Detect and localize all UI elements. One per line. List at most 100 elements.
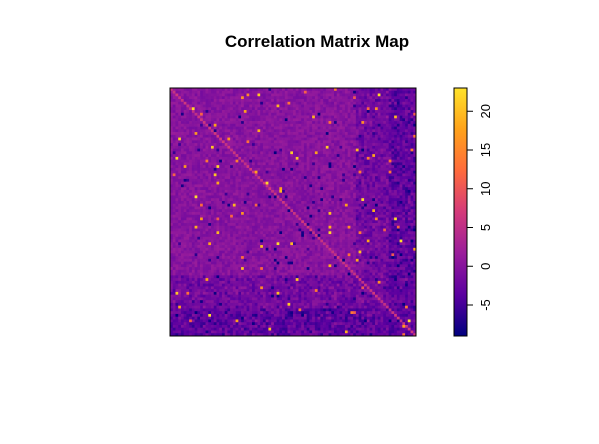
heatmap-cell [388, 104, 392, 108]
heatmap-cell [339, 107, 343, 111]
heatmap-cell [344, 132, 349, 136]
heatmap-cell [391, 159, 395, 163]
heatmap-cell [355, 187, 359, 191]
heatmap-cell [339, 137, 343, 141]
heatmap-cell [186, 134, 190, 138]
heatmap-cell [249, 176, 253, 180]
heatmap-cell [221, 220, 226, 224]
heatmap-cell [287, 239, 291, 243]
heatmap-cell [377, 178, 381, 183]
heatmap-cell [293, 209, 297, 213]
heatmap-cell [268, 154, 272, 158]
heatmap-cell [221, 99, 226, 103]
heatmap-cell [241, 132, 245, 136]
heatmap-cell [342, 184, 346, 188]
heatmap-cell [282, 132, 286, 136]
heatmap-cell [273, 90, 277, 94]
heatmap-cell [290, 231, 294, 235]
heatmap-cell [383, 187, 387, 191]
heatmap-cell [353, 231, 357, 235]
heatmap-cell [413, 165, 417, 169]
heatmap-cell [336, 223, 340, 227]
heatmap-cell [309, 118, 313, 122]
heatmap-cell [284, 112, 288, 116]
heatmap-cell [238, 140, 242, 144]
heatmap-cell [273, 203, 277, 207]
heatmap-cell [189, 112, 193, 116]
heatmap-cell [265, 93, 269, 97]
heatmap-cell [260, 192, 264, 196]
heatmap-cell [394, 167, 398, 172]
heatmap-cell [388, 140, 392, 144]
heatmap-cell [369, 195, 373, 199]
heatmap-cell [306, 112, 310, 116]
heatmap-cell [200, 209, 204, 213]
heatmap-cell [202, 231, 206, 235]
heatmap-cell [298, 143, 302, 147]
heatmap-cell [320, 198, 324, 202]
heatmap-cell [407, 181, 411, 185]
heatmap-cell [282, 200, 286, 205]
heatmap-cell [402, 178, 406, 183]
heatmap-cell [312, 104, 316, 108]
heatmap-cell [262, 159, 267, 163]
heatmap-cell [230, 217, 234, 221]
heatmap-cell [194, 170, 198, 174]
heatmap-cell [221, 93, 226, 97]
heatmap-cell [238, 99, 242, 103]
heatmap-cell [336, 134, 340, 138]
heatmap-cell [180, 88, 185, 92]
heatmap-cell [235, 214, 239, 218]
heatmap-cell [385, 203, 390, 207]
heatmap-cell [336, 107, 340, 111]
heatmap-cell [197, 143, 201, 147]
heatmap-cell [243, 162, 247, 166]
heatmap-cell [394, 126, 398, 130]
heatmap-cell [232, 96, 236, 100]
heatmap-cell [246, 101, 250, 105]
heatmap-cell [221, 129, 226, 133]
heatmap-cell [191, 187, 195, 191]
heatmap-cell [246, 121, 250, 125]
heatmap-cell [194, 88, 198, 92]
heatmap-cell [205, 123, 209, 127]
heatmap-cell [388, 170, 392, 174]
heatmap-cell [405, 93, 409, 97]
heatmap-cell [358, 217, 362, 221]
heatmap-cell [186, 148, 190, 152]
heatmap-cell [260, 143, 264, 147]
heatmap-cell [394, 148, 398, 152]
heatmap-cell [342, 148, 346, 152]
heatmap-cell [413, 121, 417, 125]
heatmap-cell [175, 132, 179, 136]
heatmap-cell [227, 99, 231, 103]
heatmap-cell [197, 239, 201, 243]
heatmap-cell [410, 88, 414, 92]
heatmap-cell [366, 162, 370, 166]
heatmap-cell [260, 220, 264, 224]
heatmap-cell [293, 151, 297, 155]
heatmap-cell [402, 209, 406, 213]
heatmap-cell [413, 228, 417, 232]
heatmap-cell [175, 200, 179, 205]
heatmap-cell [172, 181, 176, 185]
heatmap-cell [290, 165, 294, 169]
heatmap-cell [375, 167, 379, 172]
heatmap-cell [282, 96, 286, 100]
heatmap-cell [314, 121, 318, 125]
heatmap-cell [383, 220, 387, 224]
heatmap-cell [375, 220, 379, 224]
heatmap-cell [394, 187, 398, 191]
heatmap-cell [175, 156, 179, 160]
heatmap-cell [276, 220, 280, 224]
heatmap-cell [219, 181, 223, 185]
heatmap-cell [178, 236, 182, 240]
heatmap-cell [388, 212, 392, 216]
heatmap-cell [339, 126, 343, 130]
heatmap-cell [309, 165, 313, 169]
heatmap-cell [301, 156, 305, 160]
heatmap-cell [227, 167, 231, 172]
heatmap-cell [232, 228, 236, 232]
heatmap-cell [284, 203, 288, 207]
heatmap-cell [183, 239, 187, 243]
